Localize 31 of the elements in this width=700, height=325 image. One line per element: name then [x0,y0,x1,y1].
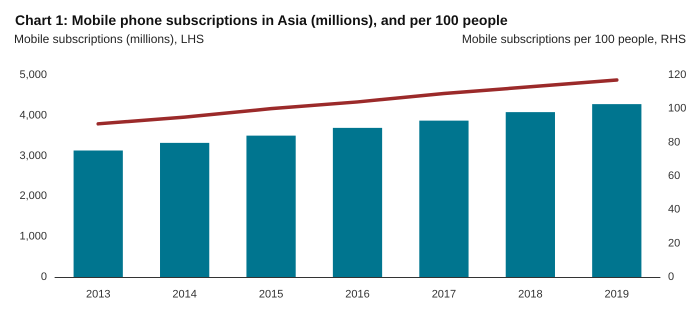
y2-tick-label: 20 [668,237,680,250]
y2-tick-label: 0 [668,271,674,283]
bar [160,142,210,277]
y-tick-label: 2,000 [19,190,47,202]
y2-tick-label: 40 [668,204,680,216]
chart-title: Chart 1: Mobile phone subscriptions in Asia (millions), and per 100 people [15,12,508,28]
y-axis-title: Mobile subscriptions (millions), LHS [14,32,204,46]
bar [419,120,469,277]
bar [246,136,296,277]
x-tick-label: 2016 [345,288,370,300]
bar [74,150,123,277]
line-series [96,78,619,126]
y-tick-label: 4,000 [19,109,47,122]
x-tick-label: 2013 [86,288,110,300]
y-tick-label: 1,000 [19,230,47,243]
y2-tick-label: 120 [668,69,686,81]
x-tick-label: 2014 [172,288,197,300]
bar [592,104,642,277]
y-tick-label: 0 [40,271,47,283]
y2-tick-label: 80 [668,136,680,148]
x-tick-label: 2015 [258,288,284,300]
y2-axis-title: Mobile subscriptions per 100 people, RHS [462,32,686,46]
x-tick-label: 2019 [604,288,630,300]
x-tick-label: 2017 [432,288,456,300]
bar [332,128,382,277]
x-tick-label: 2018 [518,288,543,300]
y2-tick-label: 100 [668,102,686,115]
y-tick-label: 3,000 [19,150,47,162]
bar [506,112,555,277]
y-tick-label: 5,000 [19,69,47,81]
y2-tick-label: 60 [668,170,680,182]
